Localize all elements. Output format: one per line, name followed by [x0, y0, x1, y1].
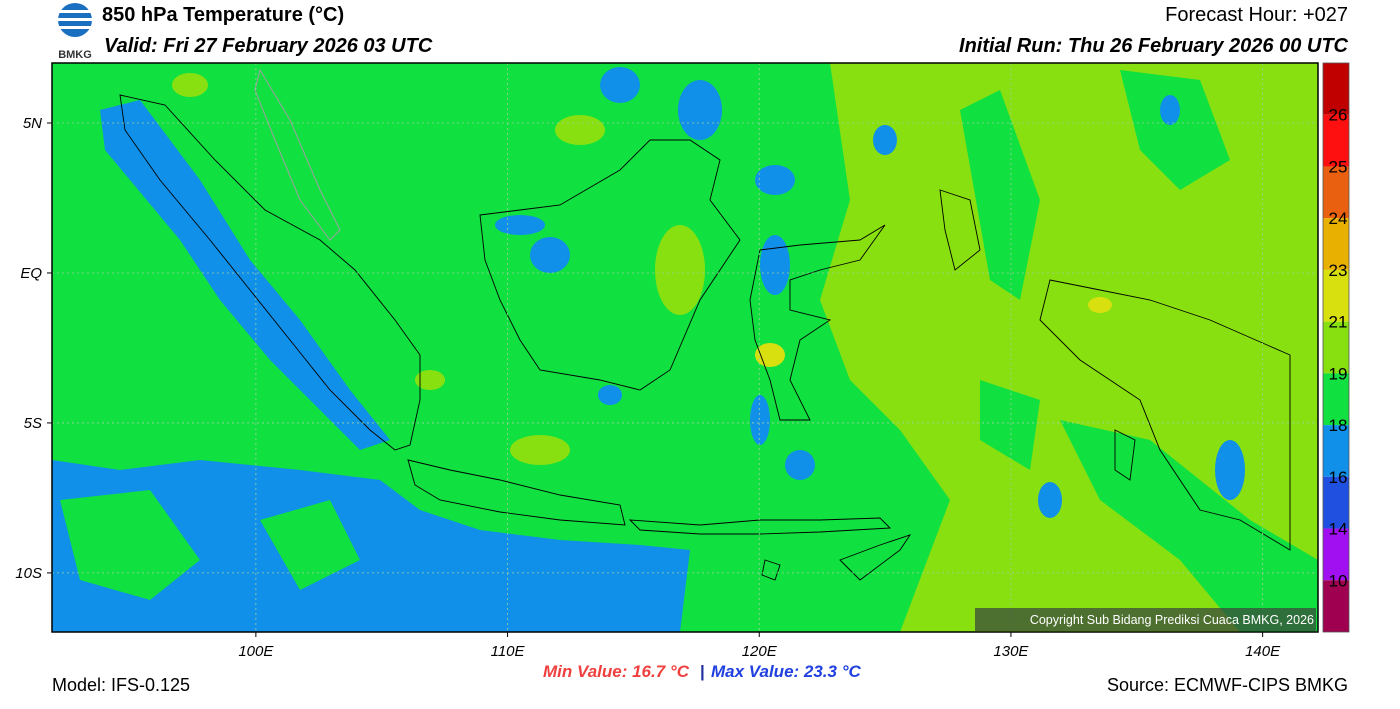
colorbar-tick-label: 19	[1329, 364, 1348, 383]
colorbar-band	[1323, 63, 1349, 115]
lon-tick-label: 100E	[238, 643, 274, 660]
lat-tick-label: EQ	[20, 265, 42, 282]
colorbar-tick-label: 16	[1329, 468, 1348, 487]
colorbar-tick-label: 14	[1329, 520, 1348, 539]
forecast-hour: Forecast Hour: +027	[1165, 4, 1348, 26]
colorbar-tick-label: 21	[1329, 313, 1348, 332]
lon-tick-label: 140E	[1245, 643, 1281, 660]
colorbar-tick-label: 18	[1329, 416, 1348, 435]
colorbar-frame	[1322, 62, 1350, 633]
colorbar-tick-label: 24	[1329, 209, 1348, 228]
lon-tick-label: 120E	[742, 643, 778, 660]
title: 850 hPa Temperature (°C)	[102, 4, 344, 26]
colorbar-tick-label: 26	[1329, 106, 1348, 125]
max-value: Max Value: 23.3 °C	[711, 662, 862, 681]
valid-time: Valid: Fri 27 February 2026 03 UTC	[104, 35, 433, 57]
colorbar-band	[1323, 373, 1349, 426]
colorbar-band	[1323, 166, 1349, 219]
lon-tick-label: 110E	[491, 643, 526, 660]
temperature-field	[52, 63, 1318, 632]
graticule	[47, 63, 1318, 637]
logo: BMKG	[56, 3, 94, 61]
copyright: Copyright Sub Bidang Prediksi Cuaca BMKG…	[1030, 613, 1314, 627]
colorbar-band	[1323, 528, 1349, 581]
copyright-box	[975, 608, 1316, 631]
lat-tick-label: 10S	[15, 565, 42, 582]
lon-tick-label: 130E	[993, 643, 1029, 660]
colorbar: 26 25 24 23 21 19 18 16 14 10	[1322, 62, 1350, 633]
colorbar-band	[1323, 114, 1349, 167]
colorbar-band	[1323, 580, 1349, 632]
colorbar-tick-label: 10	[1329, 571, 1348, 590]
colorbar-tick-label: 25	[1329, 157, 1348, 176]
source: Source: ECMWF-CIPS BMKG	[1107, 675, 1348, 695]
logo-text: BMKG	[58, 49, 92, 61]
colorbar-band	[1323, 269, 1349, 322]
colorbar-band	[1323, 218, 1349, 270]
colorbar-band	[1323, 425, 1349, 477]
colorbar-tick-label: 23	[1329, 261, 1348, 280]
colorbar-band	[1323, 476, 1349, 529]
lat-tick-label: 5N	[23, 115, 42, 132]
initial-run: Initial Run: Thu 26 February 2026 00 UTC	[959, 35, 1349, 57]
colorbar-band	[1323, 321, 1349, 374]
lat-tick-label: 5S	[24, 415, 42, 432]
separator: |	[700, 662, 705, 681]
map-frame	[51, 62, 1319, 633]
min-value: Min Value: 16.7 °C	[543, 662, 690, 681]
model: Model: IFS-0.125	[52, 675, 190, 695]
